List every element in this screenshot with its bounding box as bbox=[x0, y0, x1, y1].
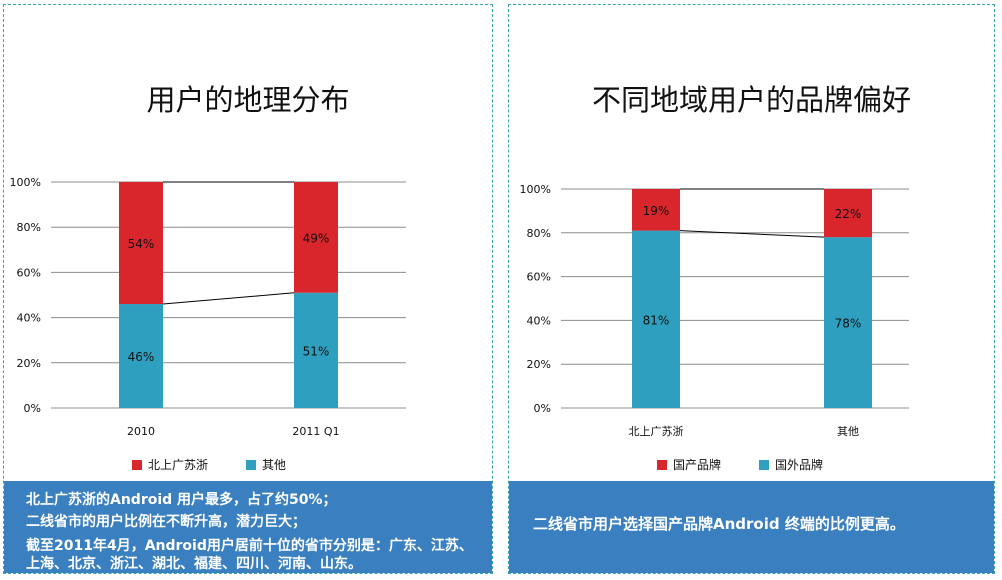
x-tick-label: 2011 Q1 bbox=[292, 425, 339, 438]
series-connector-line bbox=[162, 292, 295, 305]
left-panel: 用户的地理分布 0% 20% 40% 60% 80% 100% 46% 54% 2010 51% 4… bbox=[3, 4, 493, 574]
bar-segment bbox=[824, 237, 872, 408]
legend-swatch-red bbox=[132, 459, 142, 470]
legend-item-series-1: 北上广苏浙 bbox=[132, 456, 208, 473]
y-tick-label: 60% bbox=[17, 266, 41, 279]
y-tick-label: 100% bbox=[10, 176, 41, 189]
legend-label: 国外品牌 bbox=[775, 458, 824, 472]
y-tick-label: 20% bbox=[17, 357, 41, 370]
data-label: 19% bbox=[643, 204, 670, 218]
x-tick-label: 2010 bbox=[127, 425, 155, 438]
y-tick-label: 0% bbox=[534, 402, 551, 415]
legend-item-series-2: 国外品牌 bbox=[759, 456, 823, 473]
right-chart: 0% 20% 40% 60% 80% 100% 81% 19% 北上广苏浙 78% 22% 其他 bbox=[520, 183, 909, 438]
legend-label: 北上广苏浙 bbox=[148, 458, 209, 472]
left-chart: 0% 20% 40% 60% 80% 100% 46% 54% 2010 51% 49% 2011 Q… bbox=[10, 176, 406, 438]
footer-text: 二线省市用户选择国产品牌Android 终端的比例更高。 bbox=[533, 514, 905, 533]
legend-label: 国产品牌 bbox=[673, 458, 722, 472]
y-tick-label: 60% bbox=[527, 271, 551, 284]
y-tick-label: 80% bbox=[527, 227, 551, 240]
x-tick-label: 北上广苏浙 bbox=[629, 425, 684, 438]
y-tick-label: 100% bbox=[520, 183, 551, 196]
legend-swatch-teal bbox=[759, 459, 770, 470]
bar-segment bbox=[632, 230, 680, 408]
bar-segment bbox=[294, 292, 338, 408]
bar-segment bbox=[119, 182, 163, 305]
right-footer-note: 二线省市用户选择国产品牌Android 终端的比例更高。 bbox=[509, 481, 994, 573]
right-chart-title: 不同地域用户的品牌偏好 bbox=[591, 83, 911, 117]
bar-segment bbox=[294, 182, 338, 293]
legend-swatch-red bbox=[657, 459, 667, 470]
legend-item-series-1: 国产品牌 bbox=[657, 456, 721, 473]
data-label: 54% bbox=[128, 237, 155, 251]
footer-line: 北上广苏浙的Android 用户最多，占了约50%； bbox=[26, 492, 337, 508]
bar-segment bbox=[119, 304, 163, 408]
left-chart-title: 用户的地理分布 bbox=[146, 83, 350, 117]
data-label: 81% bbox=[643, 313, 670, 327]
bar-segment bbox=[824, 189, 872, 238]
footer-line: 截至2011年4月，Android用户居前十位的省市分别是：广东、江苏、上海、北… bbox=[26, 538, 473, 572]
y-tick-label: 40% bbox=[527, 314, 551, 327]
legend-label: 其他 bbox=[262, 458, 287, 472]
x-tick-label: 其他 bbox=[837, 425, 859, 438]
right-legend: 国产品牌 国外品牌 bbox=[657, 456, 823, 473]
data-label: 22% bbox=[835, 207, 862, 221]
bar-segment bbox=[632, 189, 680, 231]
legend-item-series-2: 其他 bbox=[246, 456, 286, 473]
y-tick-label: 40% bbox=[17, 312, 41, 325]
y-tick-label: 0% bbox=[24, 402, 41, 415]
series-connector-line bbox=[679, 230, 825, 238]
footer-line: 二线省市的用户比例在不断升高，潜力巨大； bbox=[26, 514, 306, 530]
y-tick-label: 20% bbox=[527, 358, 551, 371]
y-tick-label: 80% bbox=[17, 221, 41, 234]
data-label: 78% bbox=[835, 317, 862, 331]
data-label: 51% bbox=[303, 344, 330, 358]
data-label: 49% bbox=[303, 231, 330, 245]
legend-swatch-teal bbox=[246, 459, 257, 470]
left-footer-note: 北上广苏浙的Android 用户最多，占了约50%； 二线省市的用户比例在不断升… bbox=[4, 481, 492, 573]
data-label: 46% bbox=[128, 350, 155, 364]
right-panel: 不同地域用户的品牌偏好 0% 20% 40% 60% 80% 100% 81% 19% 北上广苏… bbox=[508, 4, 995, 574]
left-legend: 北上广苏浙 其他 bbox=[132, 456, 286, 473]
